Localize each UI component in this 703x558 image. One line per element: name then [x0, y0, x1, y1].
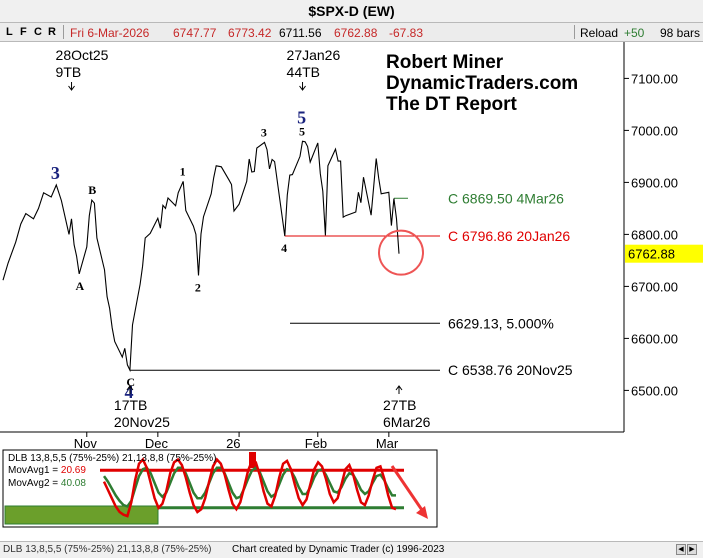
time-arrow-head: [126, 385, 134, 391]
indicator-title: DLB 13,8,5,5 (75%-25%) 21,13,8,8 (75%-25…: [8, 453, 216, 464]
y-tick-label: 6600.00: [631, 331, 678, 346]
plot-area: [0, 42, 624, 432]
level-line-label: 6629.13, 5.000%: [448, 315, 554, 331]
toolbar-divider: [574, 25, 575, 39]
time-arrow-head: [299, 85, 306, 91]
high-value: 6773.42: [228, 26, 272, 40]
r-button[interactable]: R: [48, 26, 56, 38]
reload-button[interactable]: Reload: [580, 26, 619, 40]
wave-label: 4: [281, 241, 287, 255]
indicator-footer-label: DLB 13,8,5,5 (75%-25%) 21,13,8,8 (75%-25…: [3, 544, 212, 555]
movavg1-value: 20.69: [61, 465, 86, 476]
time-annotation-date: 27Jan26: [287, 47, 341, 63]
credit-text: Chart created by Dynamic Trader (c) 1996…: [232, 544, 445, 555]
level-line-label: C 6796.86 20Jan26: [448, 228, 570, 244]
wave-label: 3: [261, 125, 267, 139]
price-line: [2, 140, 400, 373]
time-annotation-count: 9TB: [56, 64, 82, 80]
wave-label: B: [88, 183, 96, 197]
toolbar-divider: [63, 25, 64, 39]
movavg2-line: [102, 466, 396, 508]
change-value: -67.83: [389, 26, 424, 40]
footer: DLB 13,8,5,5 (75%-25%) 21,13,8,8 (75%-25…: [0, 541, 703, 558]
wave-label: 5: [297, 107, 306, 127]
highlight-circle: [378, 229, 424, 276]
current-price-highlight: [625, 244, 703, 263]
scroll-left-button[interactable]: ◀: [676, 544, 686, 555]
time-arrow-head: [68, 85, 75, 91]
time-annotation-date: 6Mar26: [383, 414, 431, 430]
time-arrow-head: [395, 385, 403, 391]
y-tick-label: 6900.00: [631, 175, 678, 190]
time-annotation-count: 27TB: [383, 397, 416, 413]
projection-arrow-head: [416, 506, 428, 519]
report-name: The DT Report: [386, 94, 517, 115]
chart-title: $SPX-D (EW): [0, 0, 703, 22]
y-tick-label: 7000.00: [631, 123, 678, 138]
f-button[interactable]: F: [20, 26, 27, 38]
bar-date: Fri 6-Mar-2026: [70, 26, 150, 40]
x-tick-label: Mar: [376, 436, 399, 451]
cycle-block: [4, 505, 159, 525]
low-value: 6711.56: [279, 26, 322, 40]
wave-label: 2: [195, 280, 201, 294]
movavg2-value: 40.08: [61, 478, 86, 489]
y-tick-label: 6700.00: [631, 279, 678, 294]
info-box: Robert Miner DynamicTraders.com The DT R…: [386, 52, 578, 115]
x-tick-label: Dec: [145, 436, 169, 451]
author-name: Robert Miner: [386, 52, 504, 73]
wave-label: 1: [180, 164, 186, 178]
movavg1-line: [102, 457, 397, 518]
level-line-label: C 6869.50 4Mar26: [448, 190, 564, 206]
level-line-label: C 6538.76 20Nov25: [448, 362, 573, 378]
c-button[interactable]: C: [34, 26, 42, 38]
movavg1-label: MovAvg1 = 20.69: [8, 465, 86, 476]
l-button[interactable]: L: [6, 26, 13, 38]
time-annotation-count: 44TB: [287, 64, 320, 80]
y-tick-label: 7100.00: [631, 71, 678, 86]
last-value: 6762.88: [334, 26, 378, 40]
website: DynamicTraders.com: [386, 73, 579, 94]
wave-label: C: [126, 375, 135, 389]
toolbar: L F C R Fri 6-Mar-2026 6747.77 6773.42 6…: [0, 22, 703, 42]
x-tick-label: Feb: [305, 436, 327, 451]
x-tick-label: 26: [226, 436, 240, 451]
wave-label: 5: [299, 124, 305, 138]
movavg2-label: MovAvg2 = 40.08: [8, 478, 86, 489]
projection-arrow: [390, 465, 426, 514]
wave-label: A: [76, 279, 85, 293]
time-annotation-count: 17TB: [114, 397, 147, 413]
open-value: 6747.77: [173, 26, 217, 40]
wave-label: 4: [125, 382, 134, 402]
current-price-label: 6762.88: [628, 247, 675, 262]
time-annotation-date: 28Oct25: [56, 47, 109, 63]
bar-count: 98 bars: [660, 26, 701, 40]
scroll-right-button[interactable]: ▶: [687, 544, 697, 555]
plus-bars-button[interactable]: +50: [624, 26, 645, 40]
wave-label: 3: [51, 163, 60, 183]
time-annotation-date: 20Nov25: [114, 414, 170, 430]
y-tick-label: 6500.00: [631, 383, 678, 398]
x-tick-label: Nov: [74, 436, 98, 451]
y-tick-label: 6800.00: [631, 227, 678, 242]
